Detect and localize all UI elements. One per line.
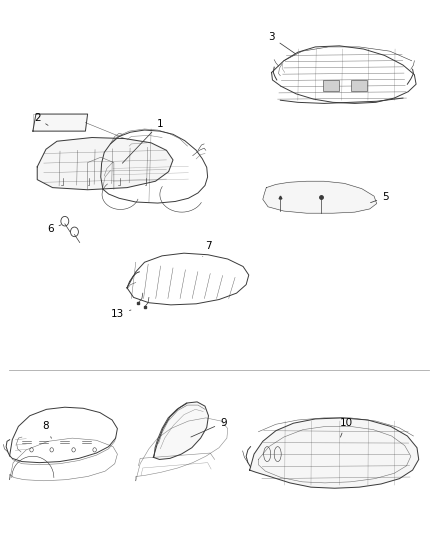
Text: 9: 9 xyxy=(191,418,227,437)
Text: 7: 7 xyxy=(203,241,212,256)
Polygon shape xyxy=(33,114,88,131)
Polygon shape xyxy=(37,138,173,190)
Bar xyxy=(351,80,367,91)
Text: 3: 3 xyxy=(268,33,296,54)
Bar xyxy=(323,80,339,91)
Polygon shape xyxy=(153,402,208,459)
Text: 10: 10 xyxy=(339,418,353,437)
Text: 13: 13 xyxy=(111,310,131,319)
Text: 1: 1 xyxy=(122,119,163,163)
Polygon shape xyxy=(250,418,419,488)
Text: 8: 8 xyxy=(42,422,51,438)
Text: 5: 5 xyxy=(371,192,389,203)
Text: 6: 6 xyxy=(47,224,61,234)
Text: 2: 2 xyxy=(34,114,48,125)
Polygon shape xyxy=(263,181,377,213)
